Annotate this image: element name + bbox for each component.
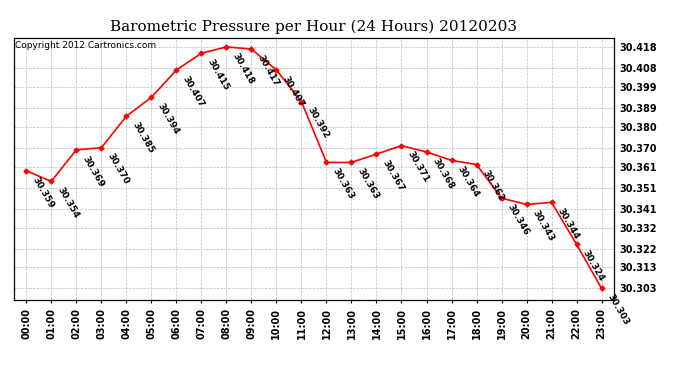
Text: 30.392: 30.392 (306, 106, 331, 140)
Text: 30.362: 30.362 (481, 169, 506, 203)
Text: 30.368: 30.368 (431, 156, 455, 190)
Text: 30.407: 30.407 (281, 74, 306, 109)
Text: 30.407: 30.407 (181, 74, 206, 109)
Text: 30.415: 30.415 (206, 57, 230, 92)
Text: 30.371: 30.371 (406, 150, 431, 184)
Text: 30.369: 30.369 (81, 154, 106, 189)
Text: 30.367: 30.367 (381, 158, 406, 193)
Text: 30.417: 30.417 (255, 53, 281, 88)
Text: 30.394: 30.394 (155, 102, 181, 136)
Text: 30.385: 30.385 (130, 120, 155, 155)
Text: 30.346: 30.346 (506, 202, 531, 237)
Text: 30.354: 30.354 (55, 186, 81, 220)
Text: 30.344: 30.344 (555, 207, 581, 241)
Text: 30.303: 30.303 (606, 292, 631, 327)
Text: 30.363: 30.363 (355, 166, 381, 201)
Text: Copyright 2012 Cartronics.com: Copyright 2012 Cartronics.com (15, 42, 156, 51)
Text: 30.359: 30.359 (30, 175, 56, 210)
Text: 30.370: 30.370 (106, 152, 130, 186)
Text: 30.324: 30.324 (581, 249, 606, 283)
Text: 30.343: 30.343 (531, 209, 556, 243)
Text: 30.418: 30.418 (230, 51, 256, 86)
Text: 30.364: 30.364 (455, 165, 481, 199)
Text: 30.363: 30.363 (331, 166, 355, 201)
Title: Barometric Pressure per Hour (24 Hours) 20120203: Barometric Pressure per Hour (24 Hours) … (110, 19, 518, 33)
